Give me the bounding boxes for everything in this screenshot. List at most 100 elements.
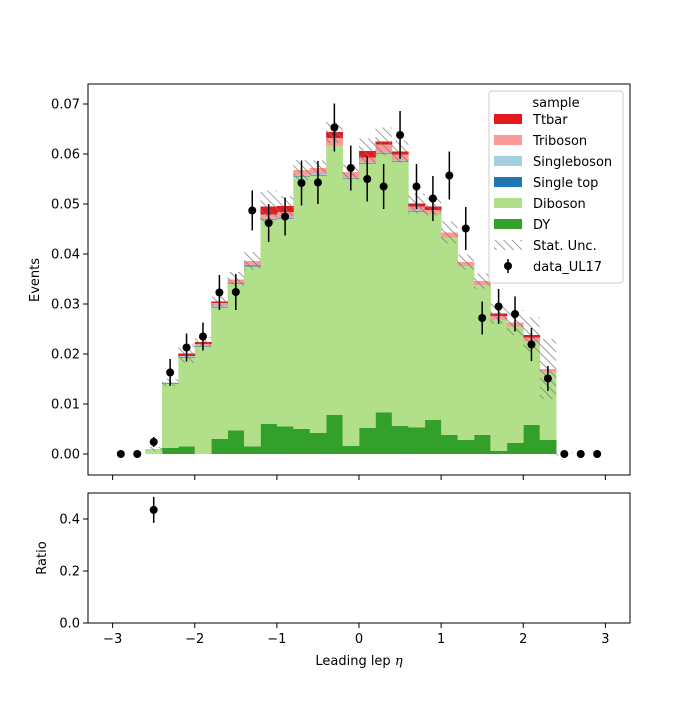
data-point [198, 322, 207, 351]
marker [363, 175, 372, 183]
bar [457, 266, 475, 440]
data-point [560, 450, 569, 458]
x-tick-label: 2 [519, 632, 527, 647]
legend-swatch [494, 219, 522, 229]
legend: sample Ttbar Triboson Singleboson Single to… [488, 90, 624, 284]
x-tick-label: 1 [437, 632, 445, 647]
marker [396, 131, 405, 139]
y-tick-label: 0.2 [59, 565, 80, 580]
bar [523, 425, 541, 454]
bar [391, 426, 409, 454]
marker [445, 171, 454, 180]
legend-item: Single top [494, 176, 598, 191]
series-diboson [145, 146, 557, 454]
legend-item: Singleboson [494, 155, 612, 170]
legend-label: Diboson [533, 197, 586, 212]
legend-label: Single top [533, 176, 598, 191]
marker [281, 212, 290, 221]
ratio-y-axis-label: Ratio [35, 541, 50, 574]
bar [408, 427, 426, 454]
y-tick-label: 0.07 [51, 98, 80, 113]
ratio-y-ticks: 0.0 0.2 0.4 [59, 513, 88, 632]
y-tick-label: 0.06 [51, 148, 80, 163]
bar [293, 176, 311, 429]
main-x-ticks [112, 475, 606, 480]
bar [309, 433, 327, 454]
bar [473, 285, 491, 435]
x-axis-label: Leading lep η [315, 654, 402, 669]
marker [313, 178, 322, 187]
data-point [149, 437, 158, 447]
data-point [248, 190, 257, 231]
data-point [133, 450, 142, 458]
data-point [511, 296, 520, 332]
bar [244, 266, 261, 447]
marker [593, 450, 602, 458]
legend-label: Ttbar [532, 113, 568, 128]
bar [441, 435, 458, 454]
marker [133, 450, 142, 458]
y-tick-label: 0.0 [59, 617, 80, 632]
legend-item: Triboson [494, 134, 587, 149]
legend-swatch [494, 135, 522, 145]
marker [264, 219, 273, 227]
main-panel: 0.000.010.020.030.040.050.060.07 Events … [28, 83, 631, 480]
legend-frame [488, 90, 624, 284]
data-point [527, 328, 536, 361]
legend-item: data_UL17 [504, 259, 602, 275]
data-point [461, 207, 470, 250]
data-point [379, 164, 388, 209]
stat-unc-band [145, 447, 162, 451]
data-point [576, 450, 585, 458]
x-tick-label: 3 [601, 632, 609, 647]
data-point [445, 151, 454, 200]
bar [424, 420, 442, 454]
marker [527, 340, 536, 349]
marker [511, 310, 520, 318]
bar [276, 219, 294, 427]
bar [441, 237, 458, 435]
data-point [116, 450, 125, 458]
ratio-points [149, 496, 158, 523]
marker [543, 374, 552, 383]
legend-label: DY [533, 218, 550, 233]
bar [391, 162, 409, 426]
legend-label: Singleboson [533, 155, 612, 170]
legend-marker [504, 262, 512, 270]
data-point [264, 204, 273, 242]
marker [231, 288, 240, 296]
marker [560, 450, 569, 458]
marker [576, 450, 585, 458]
bar [178, 357, 196, 447]
marker [166, 368, 175, 377]
bar [506, 326, 524, 443]
stat-unc-band [473, 273, 491, 289]
marker [198, 332, 207, 341]
stat-unc-band [375, 127, 392, 156]
data-point [166, 359, 175, 386]
legend-item: Diboson [494, 197, 586, 212]
legend-swatch [494, 156, 522, 166]
bar [161, 448, 179, 454]
bar [161, 384, 179, 448]
data-point [346, 145, 355, 191]
stat-unc-band [359, 138, 376, 164]
bar [260, 424, 278, 454]
bar [359, 428, 376, 454]
legend-swatch [494, 177, 522, 187]
data-point [215, 275, 224, 310]
marker [297, 179, 306, 187]
y-tick-label: 0.4 [59, 513, 80, 528]
data-point [543, 366, 552, 391]
data-point [313, 161, 322, 204]
legend-item: Ttbar [494, 113, 568, 128]
bar [145, 449, 163, 454]
ratio-point [149, 496, 158, 523]
data-point [182, 333, 191, 362]
ratio-x-ticks: −3 −2 −1 0 1 2 3 [103, 623, 610, 647]
data-point [593, 450, 602, 458]
x-axis-label-text: Leading lep [315, 654, 394, 669]
bar [211, 439, 229, 454]
bar [375, 153, 393, 413]
